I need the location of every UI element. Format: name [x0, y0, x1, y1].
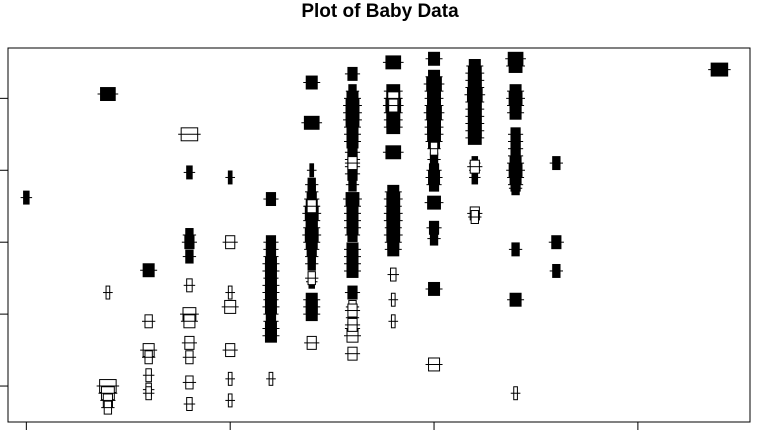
chart-title: Plot of Baby Data [301, 1, 459, 22]
x-axis [25, 422, 639, 430]
plot-frame [7, 47, 751, 423]
points-layer [20, 51, 731, 415]
y-axis [0, 97, 8, 387]
